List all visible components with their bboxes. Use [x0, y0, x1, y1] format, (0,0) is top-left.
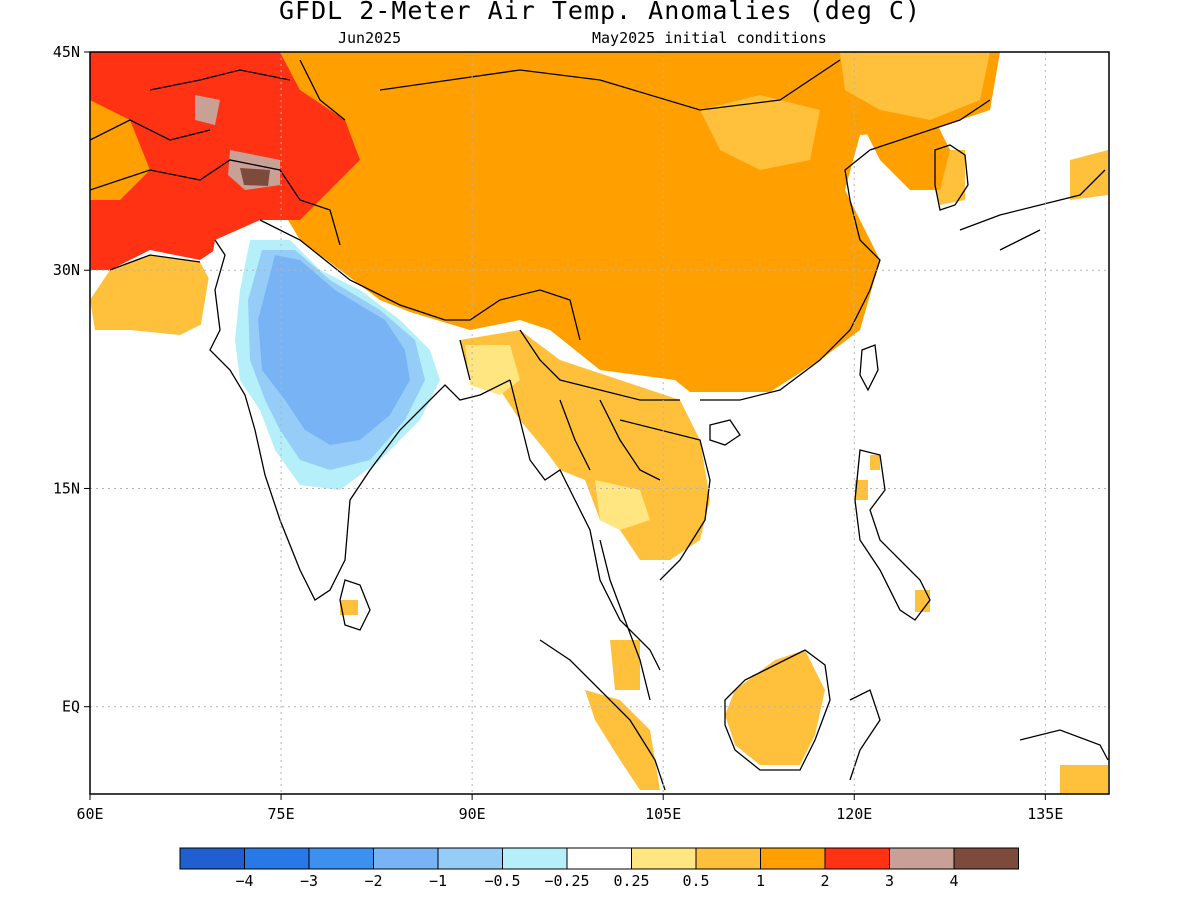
colorbar-label: 1 — [756, 872, 765, 890]
anomaly-region-gt4 — [240, 168, 270, 186]
colorbar-swatch — [760, 847, 826, 870]
anomaly-region-neg1 — [258, 255, 410, 445]
colorbar-swatch — [566, 847, 632, 870]
lon-tick-label: 135E — [1027, 805, 1063, 823]
axis-ticks: 60E 75E 90E 105E 120E 135E 45N 30N 15N EQ — [53, 43, 1063, 823]
colorbar-swatch — [308, 847, 374, 870]
map-frame — [89, 51, 1110, 795]
lat-tick-label: 15N — [53, 479, 80, 497]
anomaly-region-0.5to1-northeast — [840, 52, 990, 120]
colorbar: −4 −3 −2 −1 −0.5 −0.25 0.25 0.5 1 2 3 4 — [179, 847, 1019, 890]
anomaly-region-1to2-manchuria — [860, 120, 950, 190]
colorbar-swatch — [824, 847, 890, 870]
colorbar-swatch — [373, 847, 439, 870]
anomaly-region-0.5to1-sumatra — [585, 640, 660, 790]
anomaly-region-0.5to1-pakistan — [90, 255, 215, 335]
colorbar-label: 0.5 — [682, 872, 709, 890]
graticule — [90, 52, 1109, 794]
colorbar-label: −3 — [300, 872, 318, 890]
coastlines — [90, 59, 1109, 791]
colorbar-label: 2 — [820, 872, 829, 890]
colorbar-label: −2 — [364, 872, 382, 890]
anomaly-field — [90, 52, 1108, 794]
lon-tick-label: 120E — [836, 805, 872, 823]
lon-tick-label: 90E — [459, 805, 486, 823]
anomaly-region-1to2 — [280, 52, 1000, 392]
colorbar-swatch — [437, 847, 503, 870]
colorbar-swatch — [179, 847, 245, 870]
colorbar-label: 3 — [885, 872, 894, 890]
forecast-month: Jun2025 — [338, 29, 402, 47]
colorbar-swatch — [502, 847, 568, 870]
colorbar-swatch — [695, 847, 761, 870]
colorbar-swatch — [889, 847, 955, 870]
colorbar-label: −1 — [429, 872, 447, 890]
anomaly-region-0.25to0.5-seasia — [465, 345, 650, 530]
colorbar-label: −4 — [235, 872, 253, 890]
anomaly-region-0.5to1-korea — [932, 150, 1108, 205]
colorbar-label: −0.5 — [484, 872, 520, 890]
anomaly-region-0.5to1-seasia — [460, 330, 710, 560]
lat-tick-label: 45N — [53, 43, 80, 61]
anomaly-region-0.5to1-newguinea — [340, 455, 1108, 794]
colorbar-label: 0.25 — [613, 872, 649, 890]
lat-tick-label: EQ — [62, 698, 80, 716]
lon-tick-label: 75E — [268, 805, 295, 823]
lon-tick-label: 60E — [76, 805, 103, 823]
anomaly-region-0.5to1-north — [700, 95, 820, 170]
colorbar-swatch — [244, 847, 310, 870]
anomaly-region-2to3 — [90, 52, 360, 270]
colorbar-swatch — [953, 847, 1019, 870]
colorbar-swatch — [631, 847, 697, 870]
colorbar-label: −0.25 — [544, 872, 589, 890]
map-title: GFDL 2-Meter Air Temp. Anomalies (deg C) — [278, 0, 922, 25]
lon-tick-label: 105E — [645, 805, 681, 823]
colorbar-label: 4 — [949, 872, 958, 890]
anomaly-region-0.5to1-borneo — [725, 650, 825, 765]
lat-tick-label: 30N — [53, 261, 80, 279]
initial-conditions: May2025 initial conditions — [592, 29, 827, 47]
